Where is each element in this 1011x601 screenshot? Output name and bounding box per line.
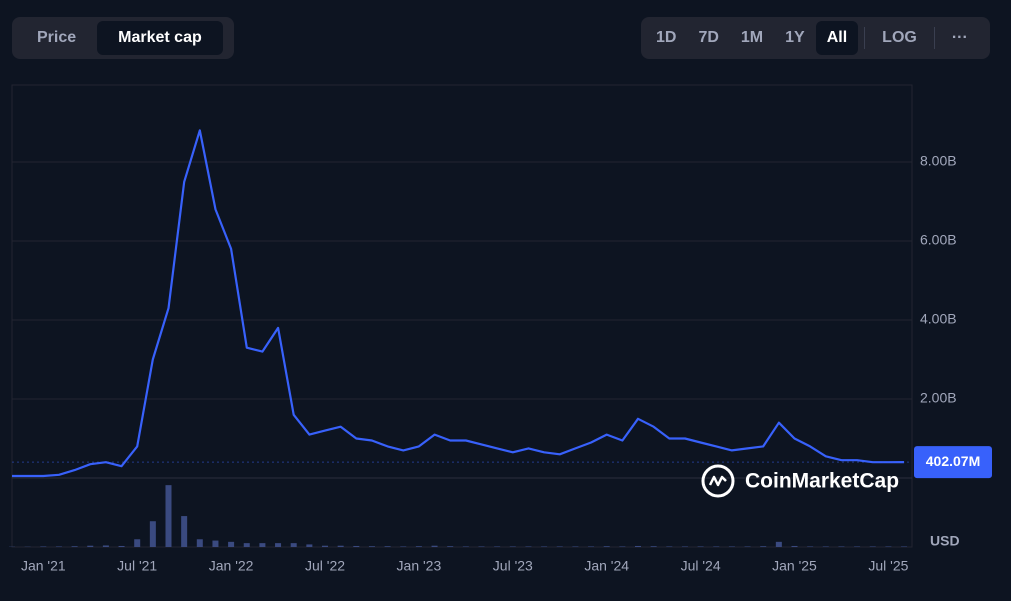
volume-bar [71, 546, 78, 547]
volume-bar [306, 544, 313, 547]
volume-bar [400, 546, 407, 547]
volume-bar [149, 521, 156, 547]
range-button[interactable]: 1D [656, 29, 677, 46]
volume-bar [322, 545, 328, 547]
volume-bar [760, 546, 767, 547]
volume-bar [353, 545, 360, 547]
volume-bar [196, 539, 203, 547]
volume-bar [447, 546, 454, 547]
volume-bar [415, 546, 422, 547]
volume-bar [681, 546, 688, 547]
volume-bar [588, 546, 595, 547]
volume-bar [572, 546, 579, 547]
volume-bar [87, 545, 94, 547]
volume-bar [666, 546, 673, 547]
volume-bar [509, 546, 516, 547]
y-tick-label: 8.00B [920, 153, 957, 169]
volume-bar [525, 546, 532, 547]
separator [933, 27, 935, 49]
range-button[interactable]: 1Y [785, 29, 805, 46]
volume-bar [838, 546, 845, 547]
volume-bar [556, 546, 563, 547]
volume-bar [118, 545, 125, 547]
x-tick-label: Jul '24 [681, 558, 721, 574]
more-button[interactable]: ··· [951, 29, 968, 46]
volume-bar [40, 546, 47, 547]
current-value-badge [914, 446, 992, 479]
range-group: 1D 7D 1M 1Y All LOG ··· [641, 17, 990, 59]
volume-bar [368, 546, 375, 547]
volume-bar [134, 539, 141, 547]
x-tick-label: Jul '22 [305, 558, 345, 574]
tab-group: Price Market cap [12, 17, 234, 59]
x-tick-label: Jan '23 [397, 558, 442, 574]
currency-label: USD [930, 533, 960, 549]
x-tick-label: Jul '25 [868, 558, 908, 574]
volume-bar [228, 541, 235, 547]
range-button[interactable]: 1M [740, 29, 764, 46]
y-tick-label: 2.00B [920, 390, 957, 406]
volume-bar [55, 546, 62, 547]
volume-bar [259, 543, 266, 547]
x-tick-label: Jan '21 [21, 558, 66, 574]
volume-bar [290, 543, 297, 547]
line-series [12, 129, 905, 478]
volume-bar [212, 540, 219, 547]
separator [864, 27, 866, 49]
volume-bar [728, 546, 735, 547]
watermark-logo [701, 464, 735, 498]
volume-bar [181, 516, 188, 547]
volume-bar [854, 546, 861, 547]
volume-bar [243, 543, 250, 547]
range-button[interactable]: LOG [882, 29, 917, 46]
volume-bar [885, 546, 892, 547]
volume-bar [337, 545, 344, 547]
volume-bar [478, 546, 485, 547]
volume-bar [384, 546, 391, 547]
y-tick-label: 6.00B [920, 232, 957, 248]
volume-bar [494, 546, 501, 547]
volume-bar [901, 546, 908, 547]
volume-bar [603, 546, 610, 547]
volume-bar [102, 545, 109, 547]
volume-bar [431, 545, 438, 547]
x-tick-label: Jul '21 [117, 558, 157, 574]
range-button[interactable]: All [815, 21, 859, 55]
volume-bar [869, 546, 876, 547]
plot-frame [11, 84, 913, 548]
volume-bar [713, 546, 720, 547]
x-tick-label: Jan '22 [209, 558, 254, 574]
volume-bar [541, 546, 548, 547]
volume-bar [697, 546, 704, 547]
range-button[interactable]: 7D [698, 29, 719, 46]
volume-bar [775, 541, 782, 547]
volume-bar [165, 485, 172, 547]
tab-button[interactable]: Price [37, 29, 77, 46]
volume-bar [635, 545, 641, 547]
volume-bar [822, 546, 829, 547]
y-tick-label: 4.00B [920, 311, 957, 327]
volume-bar [791, 545, 798, 547]
current-value-label: 402.07M [926, 453, 980, 469]
tab-button[interactable]: Market cap [97, 21, 223, 55]
x-tick-label: Jul '23 [493, 558, 533, 574]
volume-bar [275, 543, 282, 547]
x-tick-label: Jan '24 [584, 558, 629, 574]
x-tick-label: Jan '25 [772, 558, 817, 574]
volume-bar [619, 546, 626, 547]
volume-bar [462, 546, 469, 547]
watermark: CoinMarketCap [745, 470, 899, 493]
volume-bar [744, 546, 751, 547]
volume-bar [807, 546, 814, 547]
volume-bar [650, 546, 657, 547]
